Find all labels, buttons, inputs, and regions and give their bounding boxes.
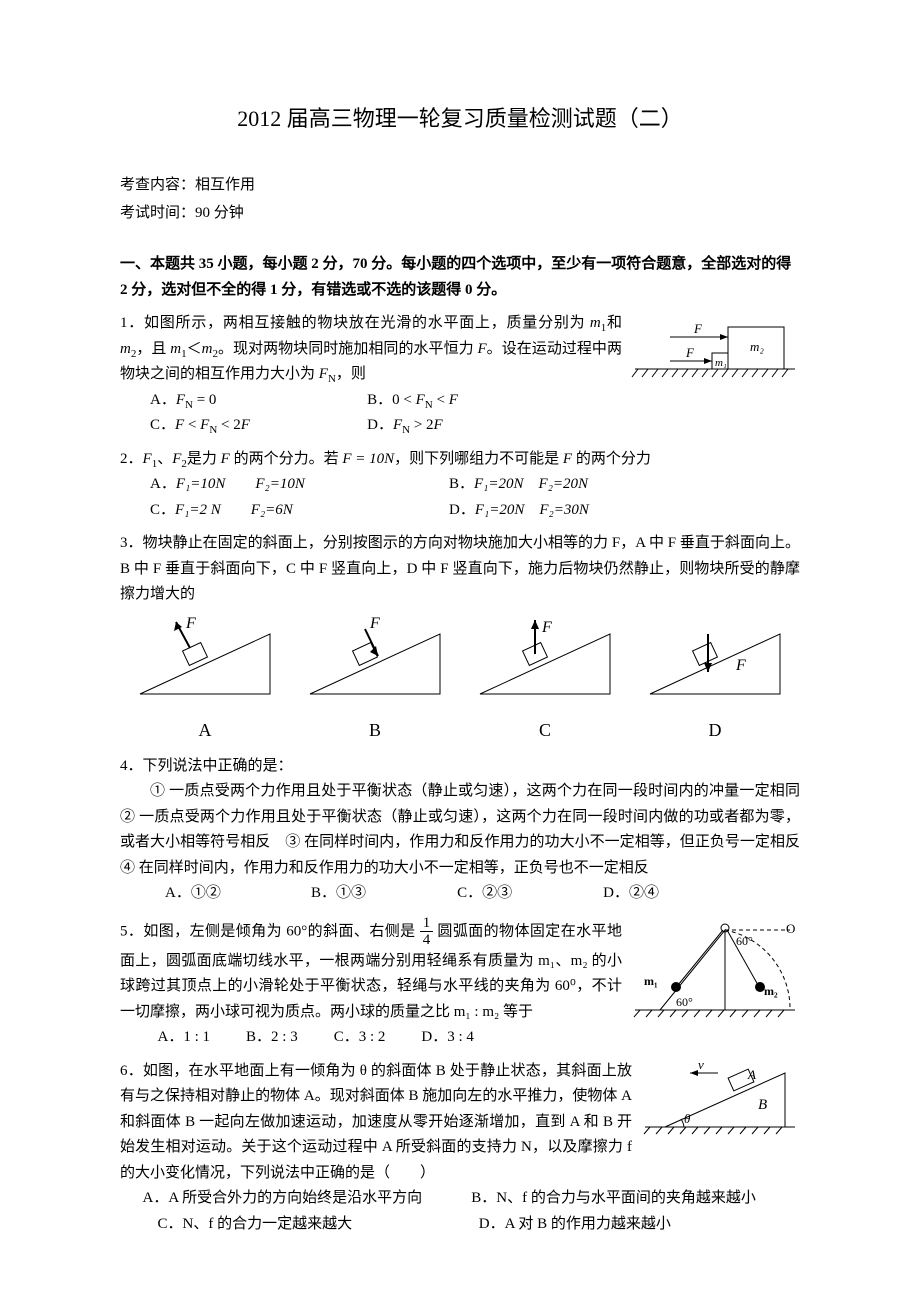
q4-opt-a: A．①② bbox=[165, 881, 311, 907]
q3-label-d: D bbox=[630, 715, 800, 746]
q5-options: A．1 : 1 B．2 : 3 C．3 : 2 D．3 : 4 bbox=[158, 1025, 623, 1051]
question-2: 2．F1、F2是力 F 的两个分力。若 F = 10N，则下列哪组力不可能是 F… bbox=[120, 447, 800, 524]
svg-text:O: O bbox=[786, 921, 795, 936]
q4-lead: 4．下列说法中正确的是： bbox=[120, 754, 800, 780]
q3-diag-a: F A bbox=[120, 614, 290, 746]
q4-opt-c: C．②③ bbox=[457, 881, 603, 907]
q3-diag-c: F C bbox=[460, 614, 630, 746]
svg-text:m₁: m₁ bbox=[644, 974, 658, 988]
svg-text:m₂: m₂ bbox=[764, 984, 778, 998]
page-title: 2012 届高三物理一轮复习质量检测试题（二） bbox=[120, 100, 800, 137]
q6-opt-c: C．N、f 的合力一定越来越大 bbox=[158, 1212, 479, 1238]
svg-text:A: A bbox=[747, 1067, 756, 1082]
svg-text:θ: θ bbox=[684, 1111, 691, 1126]
q4-body: ① 一质点受两个力作用且处于平衡状态（静止或匀速），这两个力在同一段时间内的冲量… bbox=[120, 779, 800, 881]
svg-text:B: B bbox=[758, 1097, 767, 1113]
q1-opt-d: D．FN > 2F bbox=[367, 413, 584, 439]
q3-label-c: C bbox=[460, 715, 630, 746]
q3-diagrams: F A F B F C F D bbox=[120, 614, 800, 746]
q6-opt-a: A．A 所受合外力的方向始终是沿水平方向 bbox=[143, 1186, 472, 1212]
q1-opt-b: B．0 < FN < F bbox=[367, 388, 584, 414]
q3-diag-b: F B bbox=[290, 614, 460, 746]
q1-opt-c: C．F < FN < 2F bbox=[150, 413, 367, 439]
svg-text:60°: 60° bbox=[736, 934, 753, 948]
q6-opt-d: D．A 对 B 的作用力越来越小 bbox=[479, 1212, 800, 1238]
svg-text:60°: 60° bbox=[676, 995, 693, 1009]
section-intro: 一、本题共 35 小题，每小题 2 分，70 分。每小题的四个选项中，至少有一项… bbox=[120, 252, 800, 303]
question-4: 4．下列说法中正确的是： ① 一质点受两个力作用且处于平衡状态（静止或匀速），这… bbox=[120, 754, 800, 907]
svg-text:m₁: m₁ bbox=[715, 357, 727, 369]
q2-opt-b: B．F₁=20N F₂=20N bbox=[449, 472, 748, 498]
question-6: v A B θ 6．如图，在水平地面上有一倾角为 θ 的斜面体 B 处于静止状态… bbox=[120, 1059, 800, 1238]
svg-text:F: F bbox=[685, 345, 695, 360]
q3-label-b: B bbox=[290, 715, 460, 746]
svg-text:F: F bbox=[693, 321, 703, 336]
q1-opt-a: A．FN = 0 bbox=[150, 388, 367, 414]
q4-opt-b: B．①③ bbox=[311, 881, 457, 907]
q6-figure: v A B θ bbox=[640, 1059, 800, 1149]
time-line: 考试时间：90 分钟 bbox=[120, 201, 800, 227]
q6-options-1: A．A 所受合外力的方向始终是沿水平方向 B．N、f 的合力与水平面间的夹角越来… bbox=[143, 1186, 801, 1212]
svg-text:F: F bbox=[369, 615, 380, 632]
q3-text: 3．物块静止在固定的斜面上，分别按图示的方向对物块施加大小相等的力 F，A 中 … bbox=[120, 531, 800, 608]
q2-opt-d: D．F₁=20N F₂=30N bbox=[449, 498, 748, 524]
q5-opt-d: D．3 : 4 bbox=[421, 1025, 474, 1051]
q5-opt-c: C．3 : 2 bbox=[334, 1025, 386, 1051]
q2-opt-a: A．F₁=10N F₂=10N bbox=[150, 472, 449, 498]
q5-opt-a: A．1 : 1 bbox=[158, 1025, 211, 1051]
topic-line: 考查内容：相互作用 bbox=[120, 173, 800, 199]
question-1: F F m₁ m₂ 1．如图所示，两相互接触的物块放在光滑的水平面上，质量分别为… bbox=[120, 311, 800, 439]
q5-opt-b: B．2 : 3 bbox=[246, 1025, 298, 1051]
q6-opt-b: B．N、f 的合力与水平面间的夹角越来越小 bbox=[471, 1186, 800, 1212]
q3-diag-d: F D bbox=[630, 614, 800, 746]
q4-opt-d: D．②④ bbox=[603, 881, 749, 907]
q2-options: A．F₁=10N F₂=10N B．F₁=20N F₂=20N C．F₁=2 N… bbox=[150, 472, 800, 523]
q1-options: A．FN = 0 B．0 < FN < F C．F < FN < 2F D．FN… bbox=[150, 388, 622, 439]
q5-figure: O 60° 60° m₁ m₂ bbox=[630, 915, 800, 1035]
q2-opt-c: C．F₁=2 N F₂=6N bbox=[150, 498, 449, 524]
svg-text:F: F bbox=[541, 619, 552, 636]
q6-options-2: C．N、f 的合力一定越来越大 D．A 对 B 的作用力越来越小 bbox=[158, 1212, 801, 1238]
question-5: O 60° 60° m₁ m₂ 5．如图，左侧是倾角为 60°的斜面、右侧是 1… bbox=[120, 915, 800, 1051]
svg-text:m₂: m₂ bbox=[750, 339, 764, 354]
svg-text:F: F bbox=[185, 615, 196, 632]
q4-options: A．①② B．①③ C．②③ D．②④ bbox=[165, 881, 800, 907]
svg-text:v: v bbox=[698, 1059, 704, 1072]
svg-text:F: F bbox=[735, 657, 746, 674]
q1-svg: F F m₁ m₂ bbox=[630, 311, 800, 381]
q1-figure: F F m₁ m₂ bbox=[630, 311, 800, 391]
question-3: 3．物块静止在固定的斜面上，分别按图示的方向对物块施加大小相等的力 F，A 中 … bbox=[120, 531, 800, 746]
q2-text: 2．F1、F2是力 F 的两个分力。若 F = 10N，则下列哪组力不可能是 F… bbox=[120, 447, 800, 473]
q3-label-a: A bbox=[120, 715, 290, 746]
